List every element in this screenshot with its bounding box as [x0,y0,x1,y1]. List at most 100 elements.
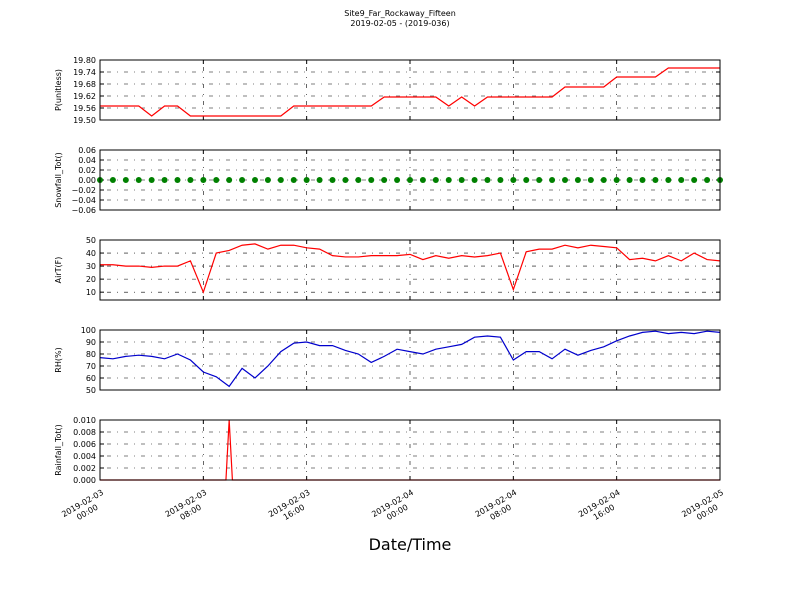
x-tick-label: 2019-02-0308:00 [164,488,214,528]
data-point [109,177,116,183]
y-tick-label: 19.68 [73,80,96,89]
y-tick-label: 50 [86,236,96,245]
y-tick-label: −0.04 [71,196,96,205]
data-point [536,177,543,183]
y-tick-label: 0.006 [73,440,96,449]
y-tick-label: 0.06 [78,146,96,155]
data-point [587,177,594,183]
y-tick-label: 80 [86,350,96,359]
y-tick-label: 0.02 [78,166,96,175]
y-tick-label: 19.56 [73,104,96,113]
y-tick-label: 50 [86,386,96,395]
y-axis-label: Snowfall_Tot() [54,152,63,208]
data-point [432,177,439,183]
axes-frame [99,59,721,121]
title: Site9_Far_Rockaway_Fifteen [344,9,456,18]
data-point [407,177,413,183]
data-line [100,67,720,117]
y-tick-label: 0.004 [73,452,96,461]
data-point [523,177,530,183]
data-point [252,177,258,183]
y-tick-label: 90 [86,338,96,347]
data-point [329,177,336,183]
y-tick-label: −0.06 [71,206,96,215]
y-axis-label: RH(%) [54,347,63,372]
data-point [213,177,220,183]
y-tick-label: 10 [86,288,96,297]
y-tick-label: 0.000 [73,476,96,485]
data-point [316,177,323,183]
x-tick-label: 2019-02-0500:00 [680,488,730,528]
data-point [510,177,517,183]
data-point [239,177,246,183]
data-point [264,177,271,183]
y-tick-label: 0.010 [73,416,96,425]
data-point [135,177,142,183]
y-tick-label: 70 [86,362,96,371]
data-point [626,177,633,183]
x-tick-label: 2019-02-0400:00 [370,488,420,528]
data-point [484,177,491,183]
y-tick-label: 19.62 [73,92,96,101]
axes-frame [99,419,721,481]
data-point [549,177,556,183]
x-tick-label: 2019-02-0316:00 [267,488,317,528]
axes-frame [99,149,721,211]
data-point [277,177,284,183]
y-tick-label: 19.80 [73,56,96,65]
data-point [574,177,581,183]
data-point [161,177,168,183]
data-point [200,177,207,183]
y-tick-label: 100 [81,326,96,335]
data-point [122,177,129,183]
y-axis-label: AirT(F) [54,257,63,284]
data-point [562,177,568,183]
y-tick-label: 30 [86,262,96,271]
y-tick-label: 19.50 [73,116,96,125]
data-point [600,177,607,183]
y-tick-label: 0.00 [78,176,96,185]
data-point [394,177,401,183]
data-point [148,177,155,183]
data-point [342,177,349,183]
y-axis-label: P(unitless) [54,69,63,111]
data-point [497,177,504,183]
y-tick-label: 0.04 [78,156,96,165]
data-point [691,177,698,183]
data-point [678,177,685,183]
data-point [665,177,672,183]
data-point [445,177,452,183]
data-point [652,177,659,183]
y-tick-label: 20 [86,275,96,284]
y-tick-label: 0.002 [73,464,96,473]
data-point [368,177,375,183]
data-point [290,177,297,183]
data-point [226,177,233,183]
x-tick-label: 2019-02-0300:00 [60,488,110,528]
data-point [704,177,711,183]
axes-frame [99,329,721,391]
x-tick-label: 2019-02-0408:00 [474,488,524,528]
subtitle: 2019-02-05 - (2019-036) [350,19,449,28]
data-line [99,330,721,388]
data-point [639,177,646,183]
y-tick-label: 19.74 [73,68,96,77]
y-tick-label: 60 [86,374,96,383]
data-point [458,177,465,183]
data-point [613,177,620,183]
data-point [471,177,478,183]
x-tick-label: 2019-02-0416:00 [577,488,627,528]
data-point [187,177,194,183]
data-point [303,177,310,183]
y-tick-label: 40 [86,249,96,258]
data-point [174,177,181,183]
data-point [355,177,362,183]
x-axis-label: Date/Time [369,535,452,554]
axes-frame [99,239,721,301]
data-point [419,177,426,183]
y-tick-label: 0.008 [73,428,96,437]
y-axis-label: Rainfall_Tot() [54,424,63,476]
y-tick-label: −0.02 [71,186,96,195]
data-point [381,177,388,183]
